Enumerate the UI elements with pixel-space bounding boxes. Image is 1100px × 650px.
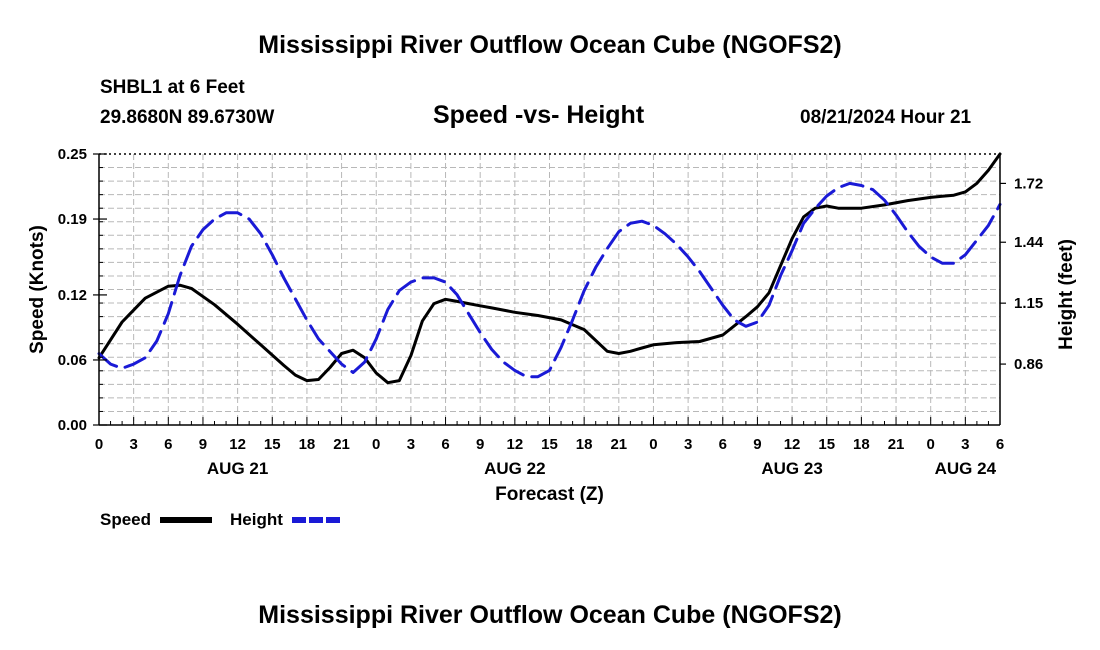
x-tick-label: 3 [129,436,137,453]
y2-tick-label: 1.15 [1014,295,1043,312]
x-tick-label: 18 [299,436,316,453]
labels-layer: 0 3 6 9 12 15 18 21 0 3 6 9 12 15 18 21 0 3 6 9 12 15 18 21 0 3 6 A… [27,146,1077,505]
x-tick-label: 0 [95,436,103,453]
x-tick-label: 6 [441,436,449,453]
x-tick-label: 6 [164,436,172,453]
legend-label-height: Height [230,510,283,529]
x-tick-label: 12 [784,436,801,453]
x-tick-label: 15 [541,436,558,453]
date-label: AUG 22 [484,459,545,478]
y-axis-title: Speed (Knots) [27,225,48,354]
axes-layer [93,153,1006,426]
y-tick-label: 0.06 [58,352,87,369]
x-tick-label: 3 [961,436,969,453]
station-coords: 29.8680N 89.6730W [100,107,275,128]
x-tick-label: 15 [818,436,835,453]
series-layer [97,152,1002,385]
y-tick-label: 0.00 [58,417,87,434]
footer-title: Mississippi River Outflow Ocean Cube (NG… [258,601,842,629]
series-speed-line [97,152,1002,385]
x-tick-label: 15 [264,436,281,453]
x-tick-label: 6 [719,436,727,453]
y2-tick-label: 0.86 [1014,356,1043,373]
y2-axis-title: Height (feet) [1056,239,1077,350]
chart-subtitle: Speed -vs- Height [433,101,645,129]
x-tick-label: 6 [996,436,1004,453]
x-tick-label: 21 [610,436,627,453]
y-tick-label: 0.12 [58,287,87,304]
date-label: AUG 24 [935,459,997,478]
x-tick-label: 12 [229,436,246,453]
y2-tick-label: 1.44 [1014,234,1044,251]
y-tick-label: 0.19 [58,211,87,228]
x-tick-label: 9 [753,436,761,453]
page-title: Mississippi River Outflow Ocean Cube (NG… [258,31,842,59]
x-tick-label: 0 [372,436,380,453]
x-tick-label: 0 [649,436,657,453]
date-label: AUG 23 [761,459,822,478]
x-tick-label: 0 [927,436,935,453]
y2-tick-label: 1.72 [1014,175,1043,192]
forecast-datetime: 08/21/2024 Hour 21 [800,107,972,128]
x-tick-label: 18 [853,436,870,453]
legend-layer: Speed Height [100,510,342,529]
station-label: SHBL1 at 6 Feet [100,77,245,98]
series-height-line [97,181,1002,379]
x-tick-label: 18 [576,436,593,453]
date-label: AUG 21 [207,459,268,478]
legend-label-speed: Speed [100,510,151,529]
x-axis-title: Forecast (Z) [495,484,604,505]
x-tick-label: 21 [888,436,905,453]
grid-layer [99,154,1000,425]
x-tick-label: 3 [407,436,415,453]
x-tick-label: 3 [684,436,692,453]
x-tick-label: 9 [476,436,484,453]
speed-height-chart: 0 3 6 9 12 15 18 21 0 3 6 9 12 15 18 21 0 3 6 9 12 15 18 21 0 3 6 A… [27,146,1077,529]
x-tick-label: 12 [507,436,524,453]
y-tick-label: 0.25 [58,146,87,163]
x-tick-label: 21 [333,436,350,453]
x-tick-label: 9 [199,436,207,453]
